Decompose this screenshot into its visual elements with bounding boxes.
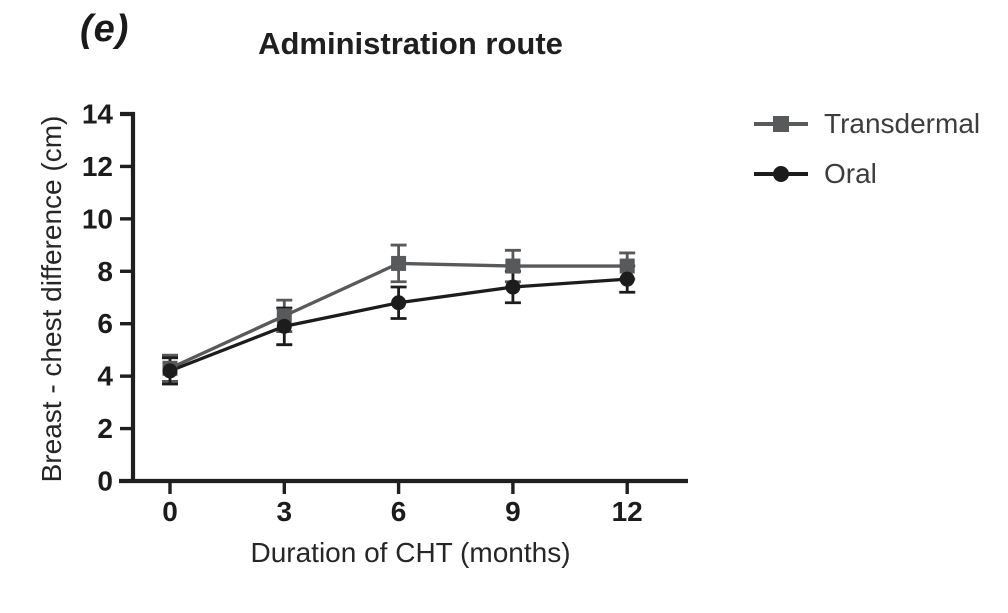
x-tick-label: 9 — [505, 496, 521, 527]
square-marker — [391, 255, 407, 271]
circle-marker — [619, 271, 635, 287]
x-tick-label: 12 — [612, 496, 643, 527]
legend: Transdermal Oral — [752, 108, 980, 190]
square-marker-icon — [754, 116, 808, 132]
square-marker — [619, 258, 635, 274]
x-axis-label: Duration of CHT (months) — [250, 537, 571, 568]
y-axis-label: Breast - chest difference (cm) — [36, 115, 67, 483]
legend-label: Transdermal — [824, 108, 981, 139]
legend-item-oral: Oral — [752, 158, 980, 190]
y-tick-label: 2 — [97, 413, 113, 444]
circle-marker — [276, 318, 292, 334]
legend-item-transdermal: Transdermal — [752, 108, 980, 140]
legend-label: Oral — [824, 158, 877, 189]
panel-label: (e) — [80, 8, 130, 50]
y-tick-label: 14 — [82, 99, 114, 130]
square-marker — [505, 258, 521, 274]
chart-title: Administration route — [258, 26, 563, 61]
x-tick-label: 0 — [162, 496, 178, 527]
y-tick-label: 4 — [97, 361, 113, 392]
circle-marker — [505, 279, 521, 295]
x-tick-label: 6 — [391, 496, 407, 527]
x-tick-label: 3 — [277, 496, 293, 527]
y-tick-label: 8 — [97, 256, 113, 287]
y-tick-label: 12 — [82, 151, 113, 182]
circle-marker — [162, 363, 178, 379]
y-tick-label: 10 — [82, 203, 113, 234]
square-marker — [276, 308, 292, 324]
y-tick-label: 0 — [97, 466, 113, 497]
circle-marker-icon — [754, 166, 808, 182]
y-tick-label: 6 — [97, 308, 113, 339]
circle-marker — [391, 295, 407, 311]
